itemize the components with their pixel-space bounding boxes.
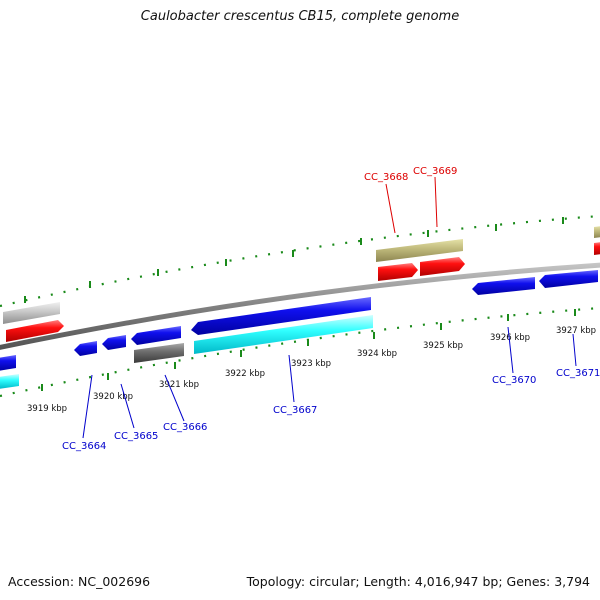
feature-cc3671[interactable] (539, 270, 598, 288)
tick-label-3924: 3924 kbp (357, 349, 397, 359)
gene-label-cc3665[interactable]: CC_3665 (114, 431, 158, 442)
tick-label-3923: 3923 kbp (291, 359, 331, 369)
feature-cc3669-cds[interactable] (420, 257, 465, 276)
tick-label-3920: 3920 kbp (93, 392, 133, 402)
feature-dark-gray-reverse[interactable] (134, 343, 184, 363)
gene-label-cc3670[interactable]: CC_3670 (492, 375, 536, 386)
feature-cc3666[interactable] (131, 326, 181, 345)
reverse-leader-lines (82, 326, 577, 439)
accession-label: Accession: NC_002696 (8, 574, 151, 589)
gene-label-cc3671[interactable]: CC_3671 (556, 368, 600, 379)
tick-label-3921: 3921 kbp (159, 380, 199, 390)
gene-label-cc3668[interactable]: CC_3668 (364, 172, 408, 183)
map-title: Caulobacter crescentus CB15, complete ge… (140, 9, 460, 24)
tick-label-3919: 3919 kbp (27, 404, 67, 414)
feature-red-forward-right[interactable] (594, 242, 600, 255)
feature-cyan-reverse-left[interactable] (0, 374, 19, 389)
feature-blue-reverse-left[interactable] (0, 355, 16, 371)
gene-label-cc3666[interactable]: CC_3666 (163, 422, 207, 433)
feature-cc3668-cds[interactable] (378, 263, 418, 281)
feature-red-forward-left[interactable] (6, 320, 64, 342)
tick-label-3922: 3922 kbp (225, 369, 265, 379)
feature-cc3667-cds[interactable] (191, 297, 371, 335)
upper-guide-arc (0, 214, 600, 308)
tick-label-3926: 3926 kbp (490, 333, 530, 343)
tick-label-3927: 3927 kbp (556, 326, 596, 336)
lower-major-ticks (41, 309, 576, 391)
genome-backbone (0, 262, 600, 350)
feature-cc3668-gene[interactable] (376, 239, 463, 262)
feature-cc3665[interactable] (102, 335, 126, 350)
feature-cc3664[interactable] (74, 341, 97, 356)
feature-gray-forward[interactable] (3, 302, 60, 324)
gene-label-cc3664[interactable]: CC_3664 (62, 441, 106, 452)
feature-cc3670[interactable] (472, 277, 535, 295)
tick-label-3925: 3925 kbp (423, 341, 463, 351)
forward-leader-lines (385, 176, 438, 234)
feature-khaki-forward-right[interactable] (594, 226, 600, 238)
gene-label-cc3667[interactable]: CC_3667 (273, 405, 317, 416)
gene-label-cc3669[interactable]: CC_3669 (413, 166, 457, 177)
genome-summary: Topology: circular; Length: 4,016,947 bp… (246, 574, 590, 589)
feature-cc3667-gene[interactable] (194, 315, 373, 354)
upper-major-ticks (24, 217, 564, 303)
